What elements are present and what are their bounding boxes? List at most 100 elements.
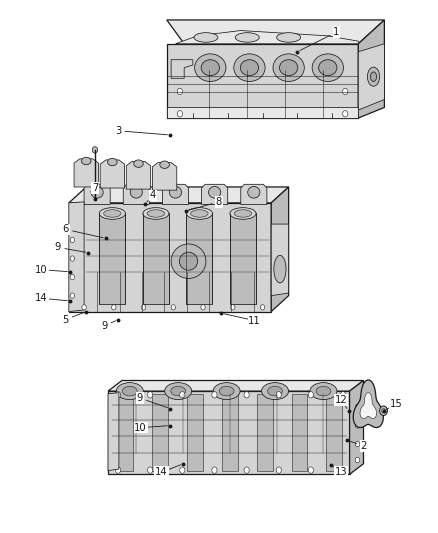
Circle shape xyxy=(180,467,185,473)
Ellipse shape xyxy=(191,210,208,217)
Ellipse shape xyxy=(273,54,304,82)
Text: 9: 9 xyxy=(137,393,143,403)
Ellipse shape xyxy=(310,383,337,400)
Circle shape xyxy=(148,392,153,398)
Ellipse shape xyxy=(171,244,206,278)
Ellipse shape xyxy=(180,252,198,270)
Circle shape xyxy=(116,392,120,398)
Text: 14: 14 xyxy=(155,467,168,477)
Ellipse shape xyxy=(194,33,218,42)
Ellipse shape xyxy=(316,386,331,396)
Text: 9: 9 xyxy=(102,321,108,331)
Circle shape xyxy=(201,305,205,310)
Text: 15: 15 xyxy=(390,399,403,409)
Circle shape xyxy=(212,392,217,398)
Ellipse shape xyxy=(91,187,103,198)
Ellipse shape xyxy=(134,160,143,167)
Circle shape xyxy=(212,467,217,473)
Ellipse shape xyxy=(160,161,170,168)
Text: 8: 8 xyxy=(216,197,222,207)
Ellipse shape xyxy=(261,383,289,400)
Circle shape xyxy=(340,467,346,473)
Circle shape xyxy=(343,88,348,95)
Polygon shape xyxy=(353,380,383,427)
Ellipse shape xyxy=(165,383,192,400)
Polygon shape xyxy=(350,381,364,474)
Circle shape xyxy=(177,111,183,117)
Polygon shape xyxy=(241,184,267,205)
Polygon shape xyxy=(126,161,151,189)
Polygon shape xyxy=(152,394,168,471)
Polygon shape xyxy=(108,391,350,474)
Polygon shape xyxy=(69,203,271,312)
Text: 6: 6 xyxy=(63,224,69,235)
Ellipse shape xyxy=(143,208,169,219)
Ellipse shape xyxy=(171,386,186,396)
Ellipse shape xyxy=(268,386,283,396)
Text: 13: 13 xyxy=(335,467,347,477)
Circle shape xyxy=(230,305,235,310)
Ellipse shape xyxy=(122,386,137,396)
Polygon shape xyxy=(186,214,212,304)
Polygon shape xyxy=(74,159,99,187)
Polygon shape xyxy=(123,184,149,205)
Text: 7: 7 xyxy=(92,183,98,193)
Text: 9: 9 xyxy=(55,243,61,253)
Circle shape xyxy=(70,237,74,243)
Ellipse shape xyxy=(194,54,226,82)
Polygon shape xyxy=(201,184,228,205)
Polygon shape xyxy=(176,30,358,44)
Polygon shape xyxy=(162,184,188,205)
Text: 5: 5 xyxy=(63,314,69,325)
Circle shape xyxy=(171,305,176,310)
Ellipse shape xyxy=(81,157,91,165)
Polygon shape xyxy=(187,394,203,471)
Ellipse shape xyxy=(201,60,219,76)
Ellipse shape xyxy=(279,60,298,76)
Text: 2: 2 xyxy=(360,441,367,451)
Polygon shape xyxy=(108,381,364,391)
Circle shape xyxy=(244,392,249,398)
Circle shape xyxy=(355,457,360,463)
Ellipse shape xyxy=(371,72,377,82)
Circle shape xyxy=(177,88,183,95)
Circle shape xyxy=(343,111,348,117)
Ellipse shape xyxy=(99,208,125,219)
Circle shape xyxy=(355,405,360,410)
Ellipse shape xyxy=(234,210,252,217)
Ellipse shape xyxy=(234,54,265,82)
Text: 4: 4 xyxy=(150,190,156,200)
Text: 1: 1 xyxy=(333,27,340,37)
Text: 12: 12 xyxy=(335,395,347,405)
Circle shape xyxy=(355,423,360,428)
Circle shape xyxy=(382,409,385,413)
Polygon shape xyxy=(69,202,84,312)
Polygon shape xyxy=(292,394,307,471)
Polygon shape xyxy=(99,214,125,304)
Circle shape xyxy=(340,392,346,398)
Ellipse shape xyxy=(367,67,380,86)
Polygon shape xyxy=(271,224,289,296)
Polygon shape xyxy=(230,214,256,304)
Polygon shape xyxy=(167,20,385,44)
Ellipse shape xyxy=(116,383,143,400)
Circle shape xyxy=(112,305,116,310)
Ellipse shape xyxy=(170,187,182,198)
Polygon shape xyxy=(167,44,358,118)
Polygon shape xyxy=(171,60,193,78)
Circle shape xyxy=(355,441,360,447)
Circle shape xyxy=(141,305,146,310)
Polygon shape xyxy=(358,44,385,110)
Circle shape xyxy=(260,305,265,310)
Polygon shape xyxy=(222,394,238,471)
Text: 10: 10 xyxy=(134,423,147,433)
Polygon shape xyxy=(152,163,177,190)
Circle shape xyxy=(70,293,74,298)
Ellipse shape xyxy=(219,386,234,396)
Polygon shape xyxy=(257,394,272,471)
Ellipse shape xyxy=(240,60,258,76)
Text: 11: 11 xyxy=(248,316,261,326)
Ellipse shape xyxy=(248,187,260,198)
Circle shape xyxy=(244,467,249,473)
Text: 10: 10 xyxy=(35,265,48,274)
